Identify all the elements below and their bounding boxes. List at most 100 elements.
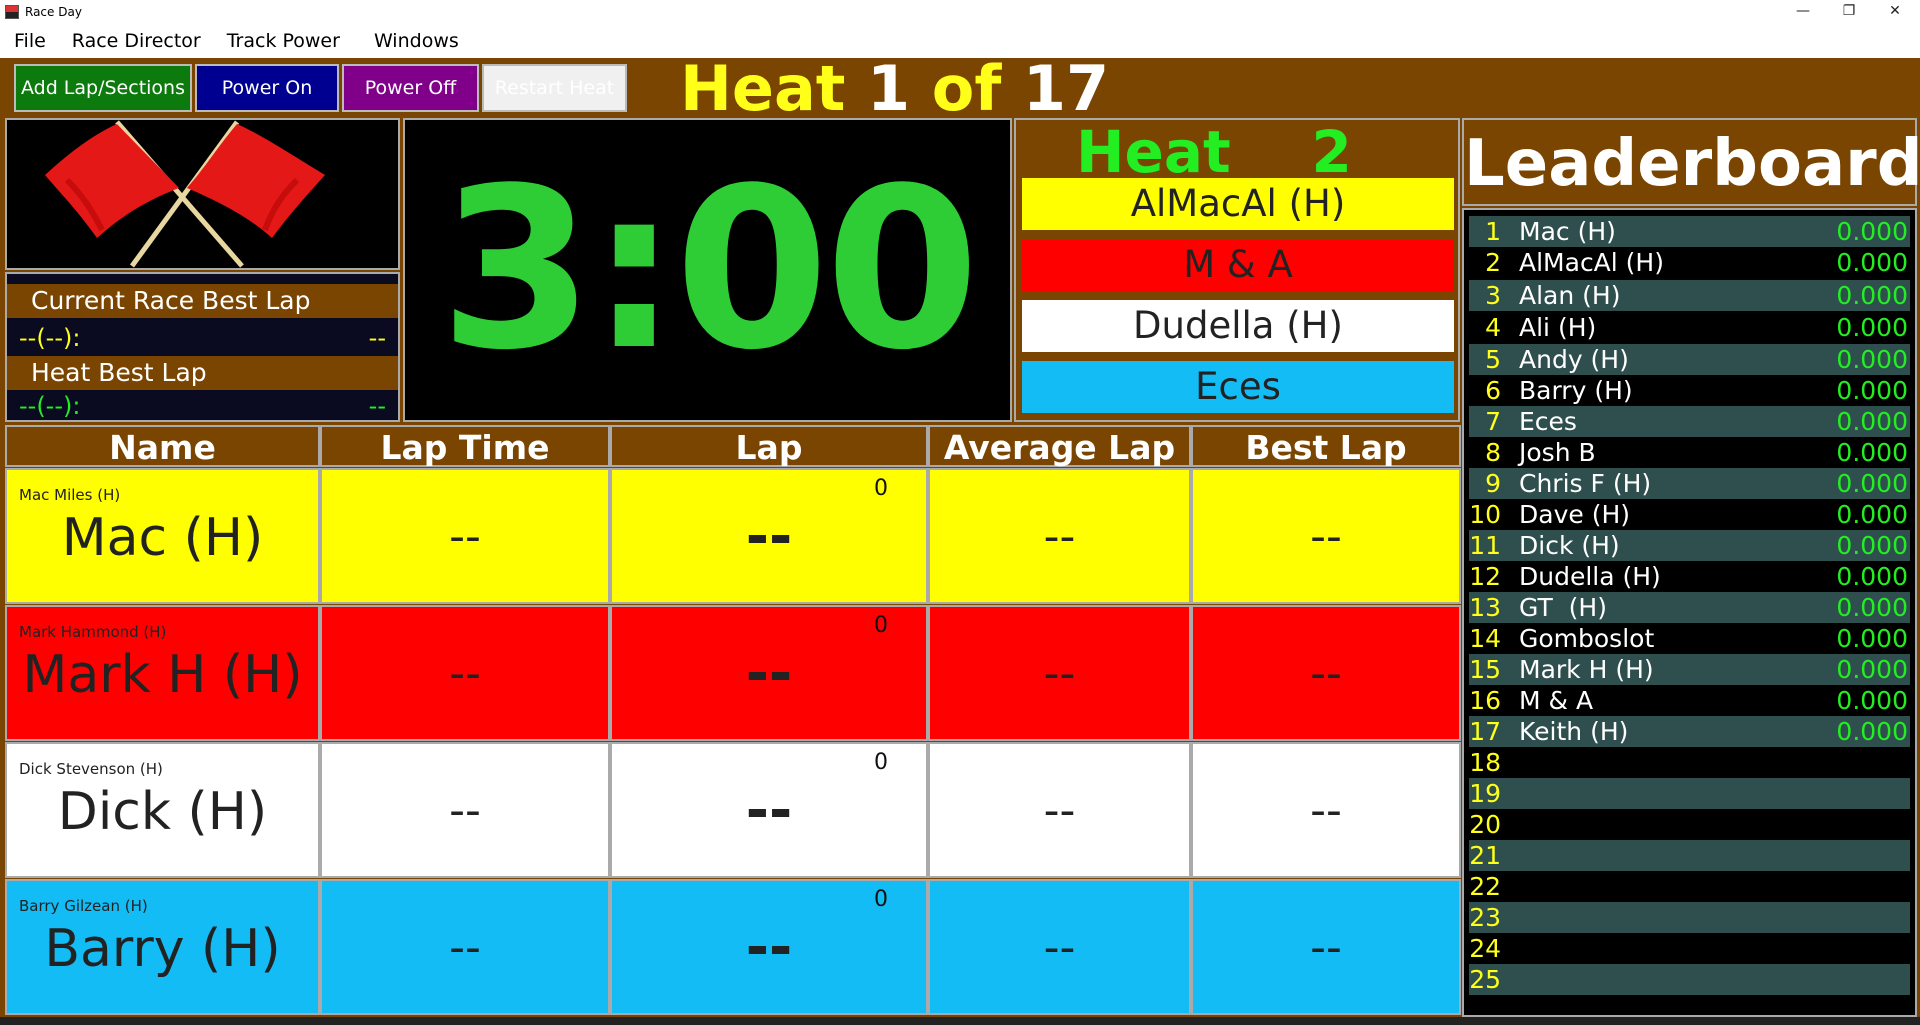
leaderboard-position: 1 xyxy=(1485,217,1501,246)
leaderboard-position: 19 xyxy=(1469,779,1501,808)
leaderboard-row: 7 Eces 0.000 xyxy=(1469,406,1910,437)
leaderboard-position: 7 xyxy=(1485,407,1501,436)
menu-bar: File Race Director Track Power Windows xyxy=(0,24,1920,58)
menu-track-power[interactable]: Track Power xyxy=(226,30,340,52)
leaderboard-row: 3 Alan (H) 0.000 xyxy=(1469,280,1910,311)
leaderboard-row: 4 Ali (H) 0.000 xyxy=(1469,312,1910,343)
leaderboard-time: 0.000 xyxy=(1836,655,1908,684)
heat-best-lap-title: Heat Best Lap xyxy=(7,356,398,390)
race-best-lap-title: Current Race Best Lap xyxy=(7,284,398,318)
leaderboard-time: 0.000 xyxy=(1836,248,1908,277)
power-on-button[interactable]: Power On xyxy=(195,64,339,112)
timer-panel: 3:00 xyxy=(403,118,1012,422)
restart-heat-button[interactable]: Restart Heat xyxy=(482,64,627,112)
lane-name-cell: Mac Miles (H) Mac (H) xyxy=(5,468,320,604)
lane-short-name: Mark H (H) xyxy=(22,645,303,705)
leaderboard-position: 9 xyxy=(1485,469,1501,498)
leaderboard-racer-name: AlMacAl (H) xyxy=(1519,248,1664,277)
lane-average-lap: -- xyxy=(1043,922,1076,973)
lane-lap-time-cell: -- xyxy=(320,605,610,741)
leaderboard-position: 18 xyxy=(1469,748,1501,777)
minimize-icon[interactable]: — xyxy=(1796,3,1810,19)
lane-lap-time: -- xyxy=(449,648,481,699)
lane-short-name: Barry (H) xyxy=(44,919,281,979)
leaderboard-position: 2 xyxy=(1485,248,1501,277)
lane-lap-count: 0 xyxy=(874,613,888,638)
best-lap-panel: Current Race Best Lap --(--): -- Heat Be… xyxy=(5,272,400,422)
leaderboard-time: 0.000 xyxy=(1836,531,1908,560)
leaderboard-row: 25 xyxy=(1469,964,1910,995)
menu-windows[interactable]: Windows xyxy=(373,30,459,52)
leaderboard-row: 19 xyxy=(1469,778,1910,809)
leaderboard-position: 25 xyxy=(1469,965,1501,994)
leaderboard-position: 24 xyxy=(1469,934,1501,963)
crossed-flags-icon xyxy=(45,120,325,268)
leaderboard-racer-name: Alan (H) xyxy=(1519,281,1621,310)
leaderboard-time: 0.000 xyxy=(1836,500,1908,529)
leaderboard-position: 20 xyxy=(1469,810,1501,839)
lane-lap-count: 0 xyxy=(874,476,888,501)
leaderboard-row: 10 Dave (H) 0.000 xyxy=(1469,499,1910,530)
lane-lap: -- xyxy=(745,915,793,980)
leaderboard-time: 0.000 xyxy=(1836,562,1908,591)
leaderboard-position: 6 xyxy=(1485,376,1501,405)
leaderboard-row: 9 Chris F (H) 0.000 xyxy=(1469,468,1910,499)
leaderboard-racer-name: Dave (H) xyxy=(1519,500,1630,529)
lane-average-lap: -- xyxy=(1043,511,1076,562)
flag-panel xyxy=(5,118,400,270)
next-heat-lane-2: M & A xyxy=(1022,239,1454,291)
lane-best-lap-cell: -- xyxy=(1191,468,1461,604)
leaderboard-time: 0.000 xyxy=(1836,593,1908,622)
race-best-lap-time: -- xyxy=(368,324,386,352)
leaderboard-row: 23 xyxy=(1469,902,1910,933)
leaderboard-time: 0.000 xyxy=(1836,345,1908,374)
leaderboard-row: 21 xyxy=(1469,840,1910,871)
header-name: Name xyxy=(5,425,320,467)
leaderboard-racer-name: Eces xyxy=(1519,407,1577,436)
menu-file[interactable]: File xyxy=(14,30,46,52)
title-bar: Race Day — ❐ ✕ xyxy=(0,0,1920,24)
app-icon xyxy=(5,5,19,19)
leaderboard-time: 0.000 xyxy=(1836,624,1908,653)
lane-best-lap-cell: -- xyxy=(1191,879,1461,1015)
lane-average-lap-cell: -- xyxy=(928,742,1191,878)
leaderboard-racer-name: Mac (H) xyxy=(1519,217,1616,246)
lane-lap-cell: 0 -- xyxy=(610,879,928,1015)
lane-lap-time-cell: -- xyxy=(320,468,610,604)
leaderboard-position: 23 xyxy=(1469,903,1501,932)
next-heat-lane-4: Eces xyxy=(1022,361,1454,413)
lane-name-cell: Dick Stevenson (H) Dick (H) xyxy=(5,742,320,878)
power-off-button[interactable]: Power Off xyxy=(342,64,479,112)
lane-lap-cell: 0 -- xyxy=(610,605,928,741)
lane-best-lap: -- xyxy=(1310,511,1342,562)
leaderboard-row: 11 Dick (H) 0.000 xyxy=(1469,530,1910,561)
restore-icon[interactable]: ❐ xyxy=(1842,3,1856,19)
leaderboard-title: Leaderboard xyxy=(1462,118,1920,206)
leaderboard-row: 18 xyxy=(1469,747,1910,778)
heat-best-lap-row: --(--): -- xyxy=(7,388,398,424)
close-icon[interactable]: ✕ xyxy=(1889,3,1901,19)
add-lap-sections-button[interactable]: Add Lap/Sections xyxy=(14,64,192,112)
lane-lap-count: 0 xyxy=(874,750,888,775)
heat-best-lap-time: -- xyxy=(368,392,386,420)
header-lap-time: Lap Time xyxy=(320,425,610,467)
leaderboard-position: 14 xyxy=(1469,624,1501,653)
header-average-lap: Average Lap xyxy=(928,425,1191,467)
next-heat-panel: Heat 2 AlMacAl (H) M & A Dudella (H) Ece… xyxy=(1014,118,1460,422)
menu-race-director[interactable]: Race Director xyxy=(71,30,201,52)
leaderboard-racer-name: Keith (H) xyxy=(1519,717,1629,746)
leaderboard-racer-name: M & A xyxy=(1519,686,1594,715)
leaderboard-racer-name: Barry (H) xyxy=(1519,376,1633,405)
lane-best-lap: -- xyxy=(1310,785,1342,836)
next-heat-title: Heat 2 xyxy=(1076,118,1352,186)
leaderboard-racer-name: Mark H (H) xyxy=(1519,655,1654,684)
lane-lap: -- xyxy=(745,504,793,569)
lane-short-name: Mac (H) xyxy=(61,508,264,568)
leaderboard-position: 10 xyxy=(1469,500,1501,529)
lane-full-name: Barry Gilzean (H) xyxy=(19,897,148,915)
leaderboard-row: 22 xyxy=(1469,871,1910,902)
leaderboard-position: 8 xyxy=(1485,438,1501,467)
next-heat-lane-1: AlMacAl (H) xyxy=(1022,178,1454,230)
lane-lap-count: 0 xyxy=(874,887,888,912)
lane-lap-time: -- xyxy=(449,785,481,836)
